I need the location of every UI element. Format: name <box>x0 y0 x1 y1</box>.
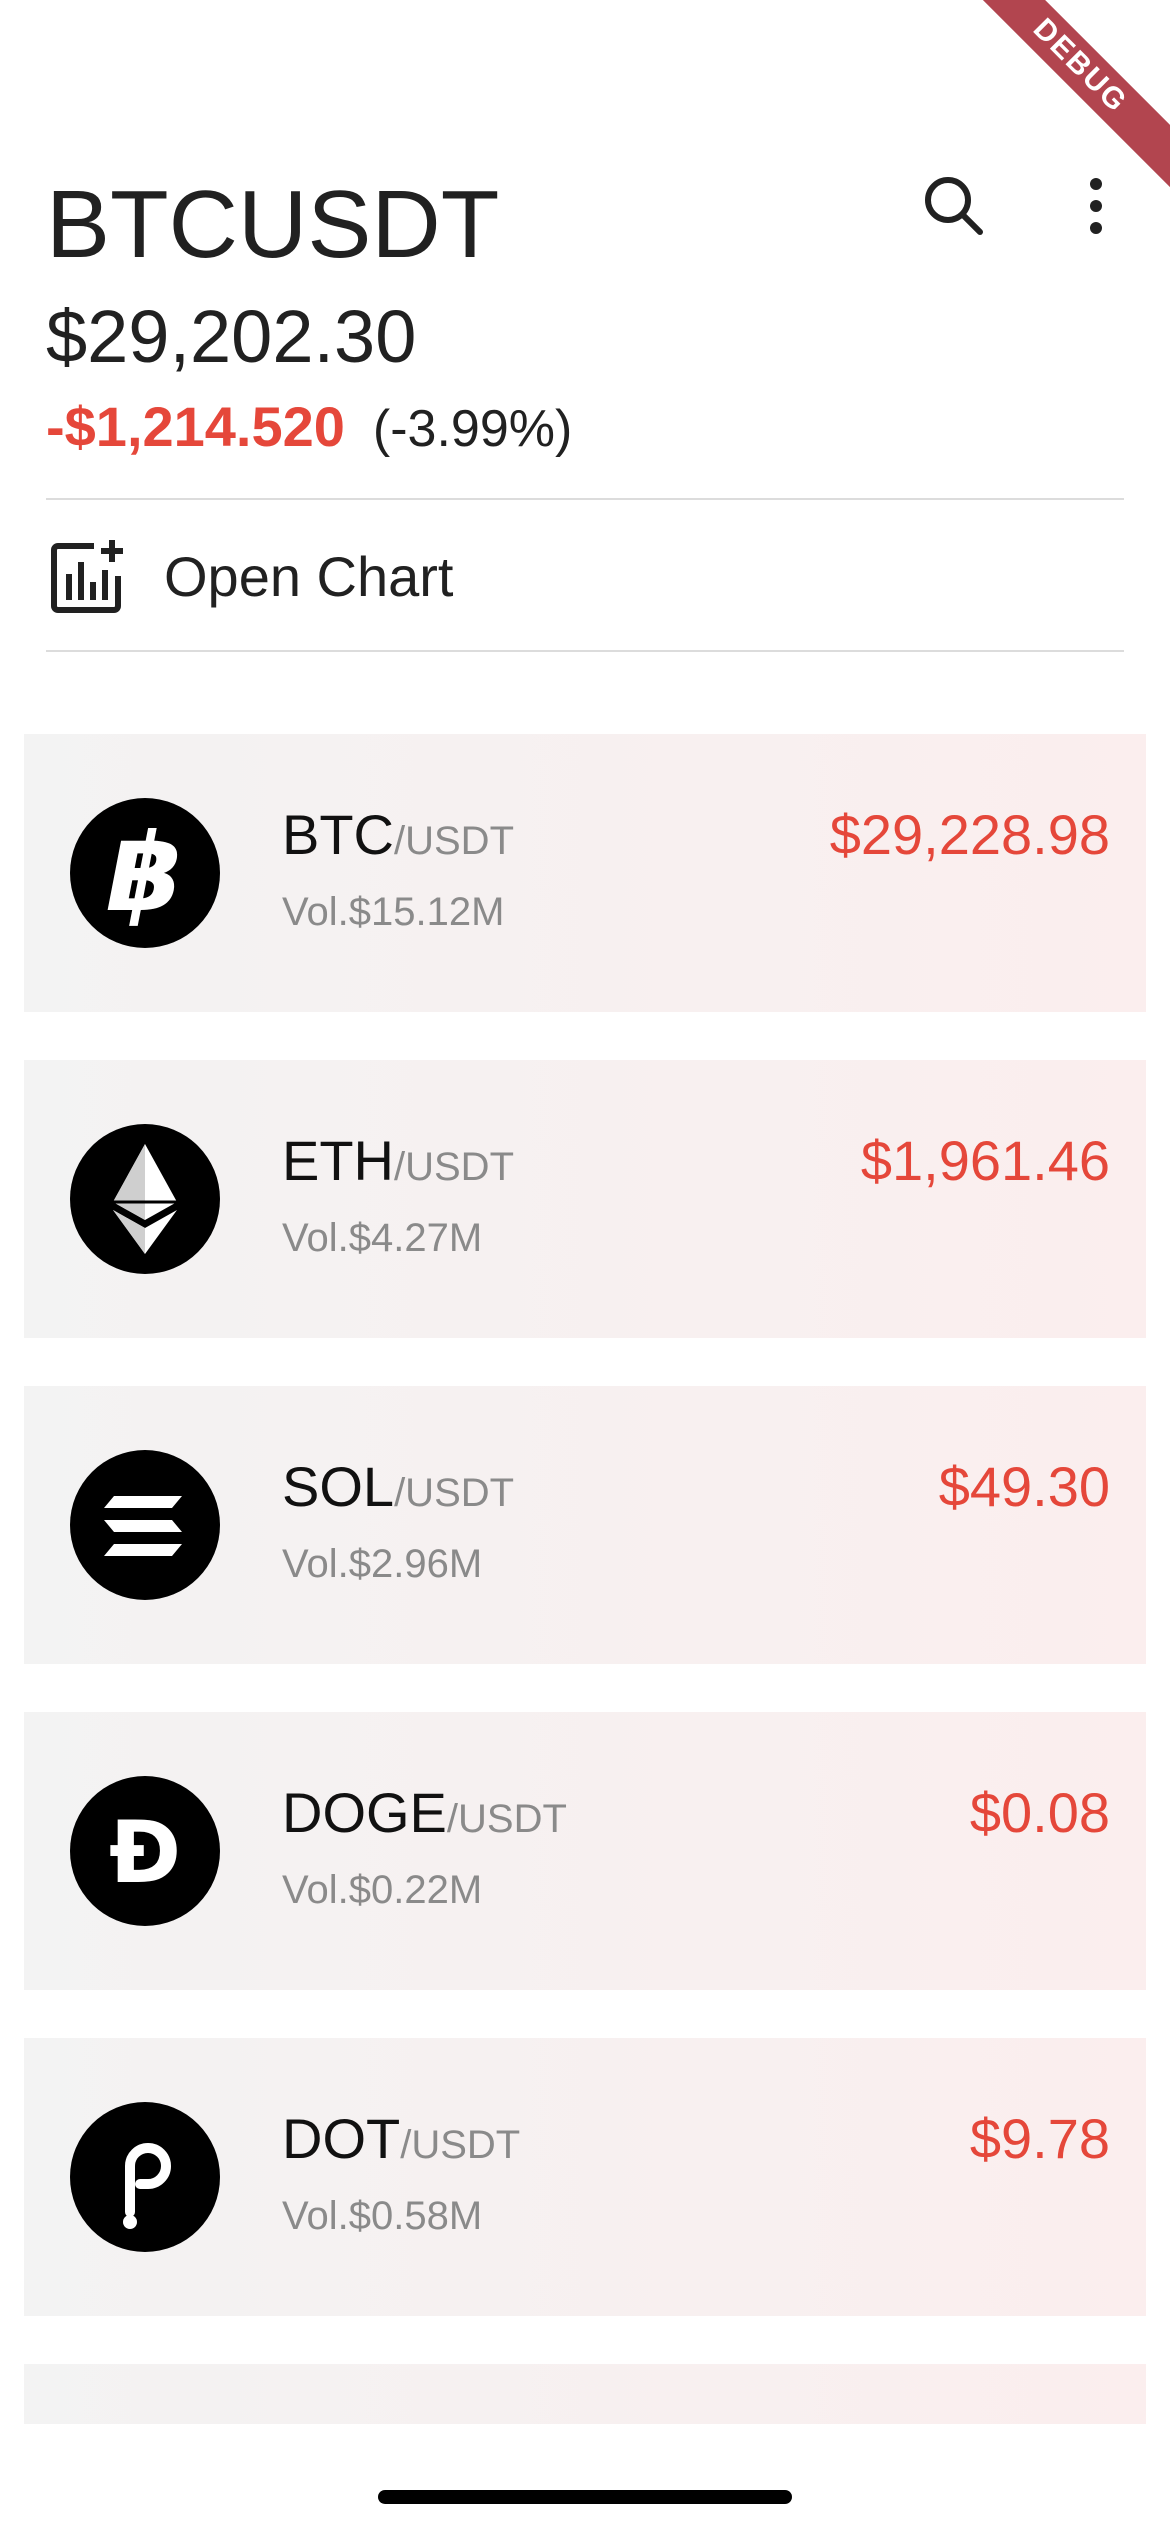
price-change-row: -$1,214.520 (-3.99%) <box>46 392 572 462</box>
market-card-partial[interactable] <box>24 2364 1146 2424</box>
price-change-percent: (-3.99%) <box>372 400 573 458</box>
market-card-dot[interactable]: DOT/USDT Vol.$0.58M $9.78 <box>24 2038 1146 2316</box>
pair-label: BTC/USDT <box>282 802 514 867</box>
volume-label: Vol.$0.58M <box>282 2194 483 2238</box>
search-icon <box>925 177 983 235</box>
search-button[interactable] <box>918 170 990 242</box>
volume-label: Vol.$4.27M <box>282 1216 483 1260</box>
polkadot-icon <box>70 2102 220 2252</box>
pair-base: DOGE <box>282 1781 447 1844</box>
divider-top <box>46 498 1124 500</box>
pair-quote: /USDT <box>400 2123 521 2167</box>
pair-base: SOL <box>282 1455 395 1518</box>
volume-label: Vol.$15.12M <box>282 890 505 934</box>
pair-quote: /USDT <box>394 1145 514 1189</box>
market-card-eth[interactable]: ETH/USDT Vol.$4.27M $1,961.46 <box>24 1060 1146 1338</box>
more-vertical-icon <box>1090 178 1102 234</box>
open-chart-button[interactable]: Open Chart <box>46 502 1124 650</box>
market-card-doge[interactable]: Ð DOGE/USDT Vol.$0.22M $0.08 <box>24 1712 1146 1990</box>
market-card-btc[interactable]: ฿ BTC/USDT Vol.$15.12M $29,228.98 <box>24 734 1146 1012</box>
solana-icon <box>70 1450 220 1600</box>
ethereum-icon <box>70 1124 220 1274</box>
home-indicator <box>378 2490 792 2504</box>
bitcoin-icon: ฿ <box>70 798 220 948</box>
chart-add-icon <box>51 540 123 613</box>
more-options-button[interactable] <box>1060 170 1132 242</box>
price-label: $29,228.98 <box>829 803 1110 866</box>
pair-base: ETH <box>282 1129 394 1192</box>
svg-text:฿: ฿ <box>107 811 182 936</box>
pair-base: BTC <box>282 803 394 866</box>
divider-bottom <box>46 650 1124 652</box>
price-label: $0.08 <box>969 1781 1110 1844</box>
market-list: ฿ BTC/USDT Vol.$15.12M $29,228.98 ETH/US… <box>24 734 1146 2472</box>
price-label: $9.78 <box>969 2107 1110 2170</box>
volume-label: Vol.$0.22M <box>282 1868 483 1912</box>
price-label: $1,961.46 <box>860 1129 1110 1192</box>
pair-quote: /USDT <box>446 1797 567 1841</box>
pair-label: DOT/USDT <box>282 2106 520 2171</box>
market-card-sol[interactable]: SOL/USDT Vol.$2.96M $49.30 <box>24 1386 1146 1664</box>
current-price: $29,202.30 <box>46 295 417 378</box>
pair-base: DOT <box>282 2107 401 2170</box>
open-chart-label: Open Chart <box>164 544 454 608</box>
pair-label: DOGE/USDT <box>282 1780 567 1845</box>
price-label: $49.30 <box>938 1455 1110 1518</box>
pair-quote: /USDT <box>394 1471 515 1515</box>
pair-label: SOL/USDT <box>282 1454 514 1519</box>
price-change-absolute: -$1,214.520 <box>46 395 345 458</box>
pair-quote: /USDT <box>394 819 514 863</box>
pair-label: ETH/USDT <box>282 1128 514 1193</box>
volume-label: Vol.$2.96M <box>282 1542 483 1586</box>
svg-text:Ð: Ð <box>109 1803 181 1903</box>
page-title: BTCUSDT <box>46 171 500 278</box>
dogecoin-icon: Ð <box>70 1776 220 1926</box>
debug-ribbon-label: DEBUG <box>951 0 1170 195</box>
